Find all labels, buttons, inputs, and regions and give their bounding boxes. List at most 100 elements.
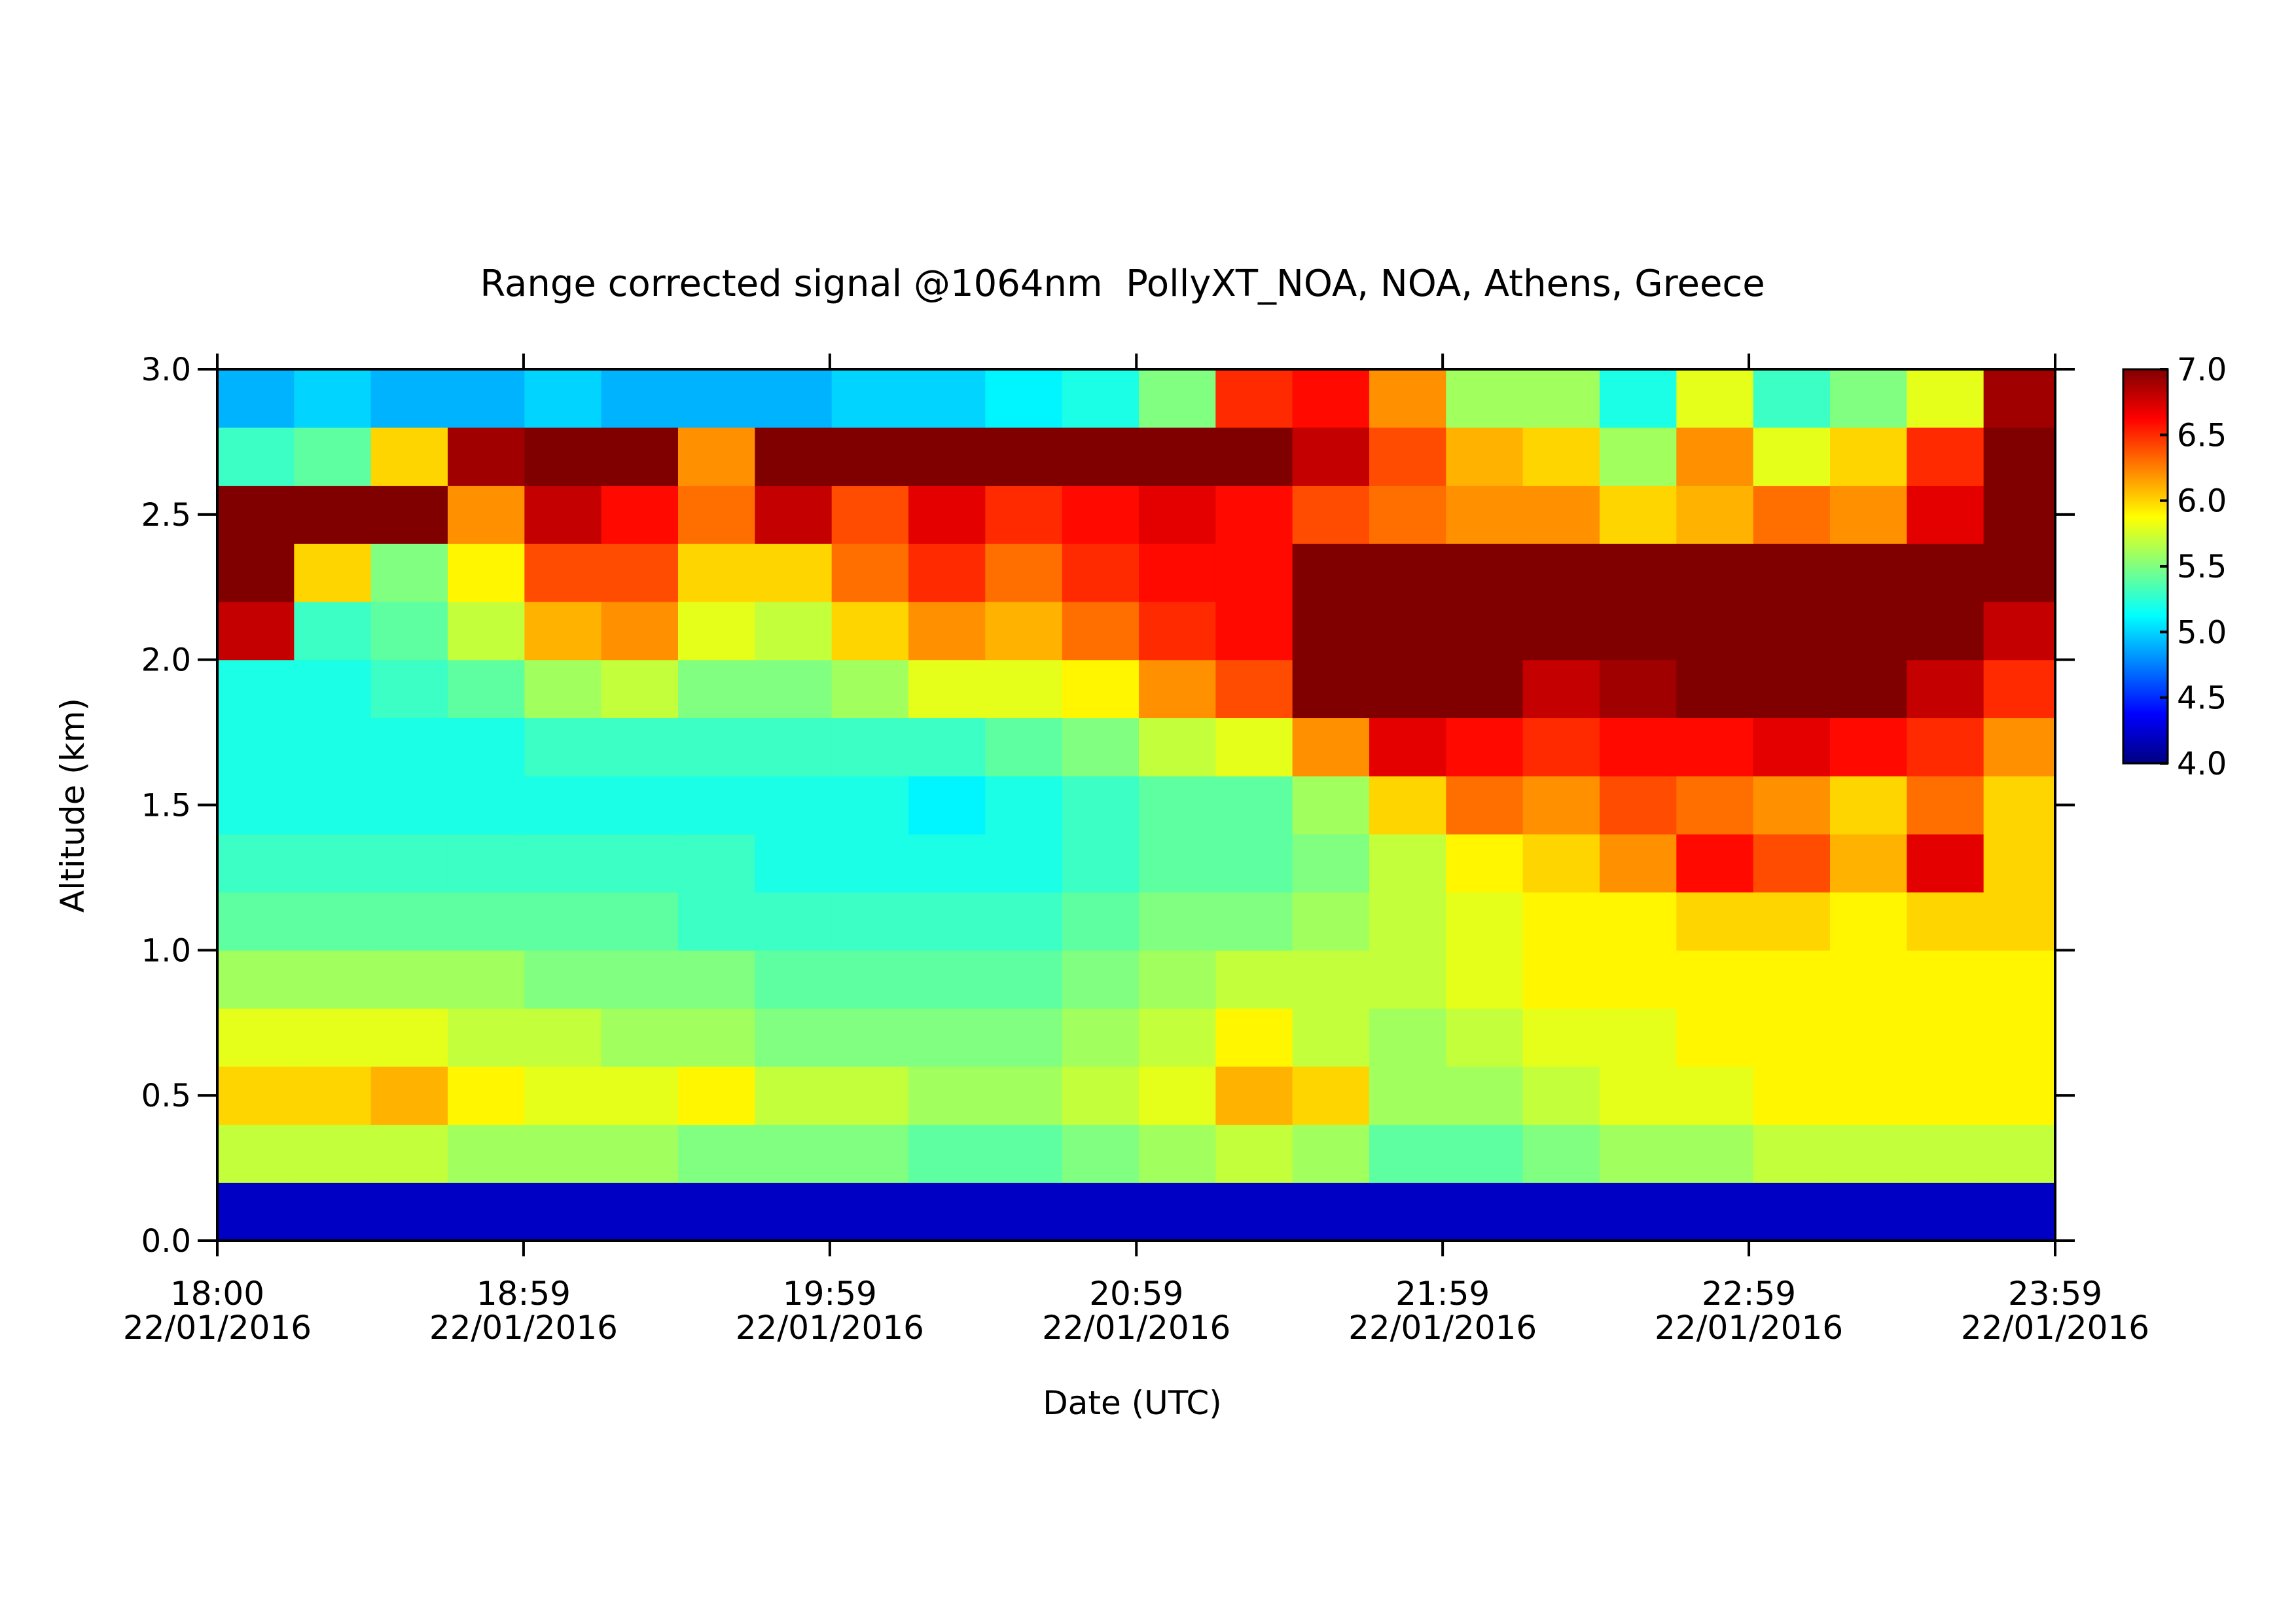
heatmap-cell [1215, 718, 1293, 776]
x-axis-title: Date (UTC) [1043, 1384, 1222, 1422]
heatmap-cell [1676, 659, 1754, 718]
heatmap-cell [755, 1066, 833, 1125]
heatmap-cell [677, 427, 755, 486]
heatmap-cell [908, 950, 986, 1009]
heatmap-cell [1599, 485, 1677, 544]
x-tick-date: 22/01/2016 [1655, 1309, 1843, 1347]
heatmap-cell [370, 1008, 448, 1067]
heatmap-cell [1062, 833, 1139, 893]
heatmap-cell [985, 485, 1063, 544]
heatmap-cell [524, 718, 602, 776]
heatmap-cell [1983, 659, 2056, 718]
heatmap-cell [1138, 601, 1216, 661]
heatmap-cell [447, 1182, 525, 1241]
heatmap-cell [447, 543, 525, 602]
heatmap-cell [1062, 1008, 1139, 1067]
heatmap-cell [370, 659, 448, 718]
heatmap-cell [601, 485, 679, 544]
heatmap-cell [1907, 718, 1984, 776]
heatmap-cell [217, 369, 295, 428]
heatmap-cell [677, 369, 755, 428]
heatmap-cell [1753, 485, 1831, 544]
heatmap-cell [1138, 485, 1216, 544]
heatmap-cell [677, 718, 755, 776]
heatmap-cell [985, 1182, 1063, 1241]
heatmap-cell [217, 1008, 295, 1067]
heatmap-cell [1753, 1124, 1831, 1183]
x-tick-date: 22/01/2016 [736, 1309, 924, 1347]
heatmap-cell [677, 1066, 755, 1125]
heatmap-cell [524, 1008, 602, 1067]
heatmap-cell [1522, 1182, 1600, 1241]
x-tick-date: 22/01/2016 [123, 1309, 312, 1347]
heatmap-cell [908, 776, 986, 835]
colorbar-tick-label: 6.5 [2177, 417, 2227, 454]
heatmap-cell [831, 892, 909, 951]
heatmap-cell [1599, 776, 1677, 835]
heatmap-cell [1753, 833, 1831, 893]
heatmap-cell [1215, 892, 1293, 951]
heatmap-cell [1446, 892, 1524, 951]
heatmap-cell [447, 1066, 525, 1125]
heatmap-cell [524, 1124, 602, 1183]
heatmap-cell [1753, 950, 1831, 1009]
heatmap-cell [1138, 369, 1216, 428]
heatmap-cell [294, 718, 372, 776]
heatmap-cell [1446, 659, 1524, 718]
heatmap-cell [1522, 543, 1600, 602]
heatmap-cell [1829, 369, 1907, 428]
heatmap-cell [524, 659, 602, 718]
heatmap-cell [1369, 776, 1446, 835]
heatmap-cell [1369, 718, 1446, 776]
heatmap-cell [755, 833, 833, 893]
heatmap-cell [1599, 659, 1677, 718]
y-tick-label: 3.0 [141, 352, 191, 388]
heatmap-cell [1753, 601, 1831, 661]
heatmap-cell [1599, 950, 1677, 1009]
heatmap-cell [1369, 1124, 1446, 1183]
heatmap-cell [1446, 776, 1524, 835]
heatmap [217, 369, 2056, 1241]
heatmap-cell [1829, 892, 1907, 951]
heatmap-cell [1062, 427, 1139, 486]
heatmap-cell [677, 1008, 755, 1067]
heatmap-cell [1292, 892, 1370, 951]
heatmap-cell [294, 427, 372, 486]
heatmap-cell [1522, 1124, 1600, 1183]
heatmap-cell [677, 1124, 755, 1183]
heatmap-cell [831, 776, 909, 835]
heatmap-cell [217, 718, 295, 776]
heatmap-cell [1907, 543, 1984, 602]
heatmap-cell [1292, 601, 1370, 661]
heatmap-cell [217, 601, 295, 661]
heatmap-cell [1753, 1066, 1831, 1125]
heatmap-cell [370, 950, 448, 1009]
heatmap-cell [1138, 950, 1216, 1009]
heatmap-cell [1446, 1182, 1524, 1241]
heatmap-cell [1292, 833, 1370, 893]
heatmap-cell [447, 950, 525, 1009]
heatmap-cell [831, 833, 909, 893]
heatmap-cell [601, 1066, 679, 1125]
heatmap-cell [601, 427, 679, 486]
heatmap-cell [1676, 1066, 1754, 1125]
heatmap-cell [447, 776, 525, 835]
heatmap-cell [1062, 369, 1139, 428]
heatmap-cell [1292, 369, 1370, 428]
heatmap-cell [677, 776, 755, 835]
heatmap-cell [1983, 485, 2056, 544]
heatmap-cell [1983, 776, 2056, 835]
heatmap-cell [1369, 1008, 1446, 1067]
heatmap-cell [1829, 950, 1907, 1009]
heatmap-cell [1522, 369, 1600, 428]
colorbar-tick-label: 4.5 [2177, 680, 2227, 717]
heatmap-cell [1215, 776, 1293, 835]
heatmap-cell [985, 659, 1063, 718]
heatmap-cell [524, 485, 602, 544]
heatmap-cell [1676, 1124, 1754, 1183]
heatmap-cell [1829, 1182, 1907, 1241]
heatmap-cell [1292, 1124, 1370, 1183]
heatmap-cell [1829, 833, 1907, 893]
heatmap-cell [985, 833, 1063, 893]
heatmap-cell [1446, 427, 1524, 486]
